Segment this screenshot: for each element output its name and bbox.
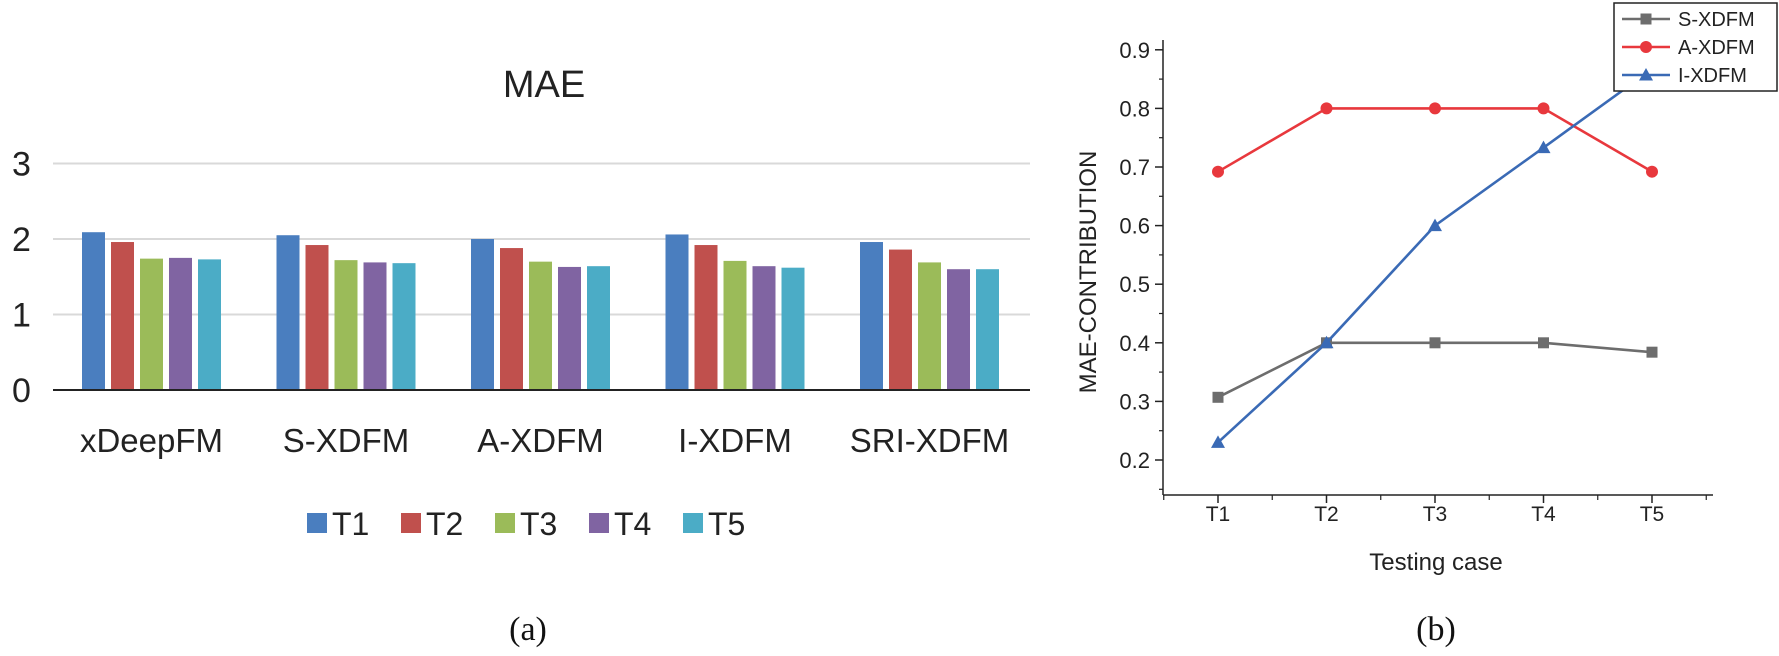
bar-chart-y-tick-label: 3 [12, 146, 31, 184]
legend-label-s-xdfm: S-XDFM [1678, 9, 1755, 31]
legend-label-t2: T2 [426, 506, 463, 542]
legend-swatch-t4 [589, 513, 609, 533]
bar-t1 [82, 232, 105, 390]
line-chart-y-axis-label: MAE-CONTRIBUTION [1075, 151, 1102, 394]
line-chart-y-tick-label: 0.8 [1119, 96, 1150, 121]
bar-t4 [752, 266, 776, 390]
bar-t3 [529, 261, 552, 390]
bar-chart-category-label: I-XDFM [678, 422, 792, 459]
caption-b: (b) [1416, 611, 1456, 648]
legend-marker-a-xdfm [1640, 41, 1652, 53]
bar-chart-panel: MAE 0 1 2 3 xDeepFM S-XDFM A-XDFM I-XDFM SRI-XD… [12, 64, 1030, 648]
line-chart-y-tick-label: 0.2 [1119, 448, 1150, 473]
legend-swatch-t2 [401, 513, 421, 533]
line-chart-y-tick-label: 0.6 [1119, 214, 1150, 239]
data-point-i-xdfm [1536, 140, 1551, 154]
bar-chart-y-tick-label: 2 [12, 221, 31, 259]
bar-t5 [976, 269, 999, 390]
bar-t2 [694, 245, 718, 390]
bar-t2 [111, 242, 134, 390]
data-point-s-xdfm [1646, 346, 1658, 358]
data-point-i-xdfm [1211, 435, 1225, 448]
line-chart-y-tick-label: 0.3 [1119, 389, 1150, 414]
legend-swatch-t3 [495, 513, 515, 533]
bar-t4 [947, 269, 970, 390]
bar-t4 [558, 266, 581, 390]
line-chart-y-tick-label: 0.5 [1119, 272, 1150, 297]
data-point-i-xdfm [1319, 335, 1334, 349]
bar-chart-category-labels: xDeepFM S-XDFM A-XDFM I-XDFM SRI-XDFM [80, 422, 1009, 459]
bar-t1 [665, 234, 689, 390]
line-chart-y-tick-label: 0.4 [1119, 331, 1150, 356]
bar-t3 [334, 260, 358, 390]
bar-t5 [198, 259, 221, 390]
bar-chart-bars [82, 232, 999, 390]
series-line-i-xdfm [1217, 68, 1653, 444]
data-point-s-xdfm [1212, 391, 1224, 403]
line-chart-x-tick-label: T5 [1640, 503, 1665, 526]
data-point-s-xdfm [1538, 337, 1549, 349]
legend-swatch-t5 [683, 513, 703, 533]
line-chart-x-tick-label: T4 [1531, 503, 1556, 526]
bar-chart-category-label: A-XDFM [477, 422, 604, 459]
legend-label-t1: T1 [332, 506, 369, 542]
bar-t4 [363, 262, 387, 390]
line-chart-x-ticks: T1 T2 T3 T4 T5 [1163, 495, 1707, 526]
bar-t2 [500, 248, 523, 390]
legend-label-i-xdfm: I-XDFM [1678, 65, 1747, 87]
legend-label-t4: T4 [614, 506, 651, 542]
line-chart-y-tick-label: 0.9 [1119, 38, 1150, 63]
bar-t2 [305, 245, 329, 390]
bar-t5 [587, 266, 610, 390]
bar-t5 [392, 263, 416, 390]
data-point-a-xdfm [1646, 165, 1658, 178]
caption-a: (a) [509, 611, 547, 648]
bar-t3 [140, 258, 163, 390]
bar-chart-y-tick-label: 1 [12, 297, 31, 335]
data-point-a-xdfm [1537, 102, 1550, 115]
series-line-a-xdfm [1217, 107, 1653, 173]
data-point-i-xdfm [1428, 218, 1442, 232]
bar-chart-title: MAE [503, 64, 585, 106]
line-chart-x-axis-label: Testing case [1369, 549, 1502, 576]
legend-label-t5: T5 [708, 506, 745, 542]
data-point-a-xdfm [1212, 165, 1224, 178]
line-chart-x-tick-label: T1 [1206, 503, 1231, 526]
bar-t3 [918, 262, 941, 390]
line-chart-y-tick-label: 0.7 [1119, 155, 1150, 180]
bar-t4 [169, 257, 192, 390]
bar-t5 [781, 267, 805, 390]
bar-chart-category-label: SRI-XDFM [850, 422, 1010, 459]
bar-chart-y-ticks: 0 1 2 3 [12, 146, 31, 411]
line-chart-legend: S-XDFM A-XDFM I-XDFM [1613, 2, 1778, 92]
line-chart-series [1211, 62, 1659, 448]
bar-t2 [889, 249, 912, 390]
line-chart-panel: 0.2 0.3 0.4 0.5 0.6 0.7 0.8 0.9 T1 T2 T3 T4 T5 Test… [1075, 2, 1778, 648]
bar-t1 [471, 239, 494, 390]
bar-chart-category-label: S-XDFM [283, 422, 410, 459]
bar-chart-y-tick-label: 0 [12, 372, 31, 410]
data-point-a-xdfm [1320, 102, 1333, 115]
bar-t1 [860, 242, 883, 390]
data-point-s-xdfm [1429, 337, 1441, 349]
legend-swatch-t1 [307, 513, 327, 533]
legend-marker-i-xdfm [1639, 68, 1653, 81]
legend-label-a-xdfm: A-XDFM [1678, 37, 1755, 59]
series-line-s-xdfm [1217, 341, 1653, 399]
bar-chart-category-label: xDeepFM [80, 422, 223, 459]
legend-marker-s-xdfm [1640, 13, 1652, 25]
line-chart-y-ticks: 0.2 0.3 0.4 0.5 0.6 0.7 0.8 0.9 [1119, 38, 1163, 490]
data-point-a-xdfm [1429, 102, 1441, 115]
bar-chart-legend: T1 T2 T3 T4 T5 [307, 506, 745, 542]
line-chart-x-tick-label: T3 [1423, 503, 1448, 526]
legend-label-t3: T3 [520, 506, 557, 542]
bar-t1 [276, 235, 300, 390]
bar-t3 [723, 260, 747, 390]
line-chart-x-tick-label: T2 [1314, 503, 1339, 526]
